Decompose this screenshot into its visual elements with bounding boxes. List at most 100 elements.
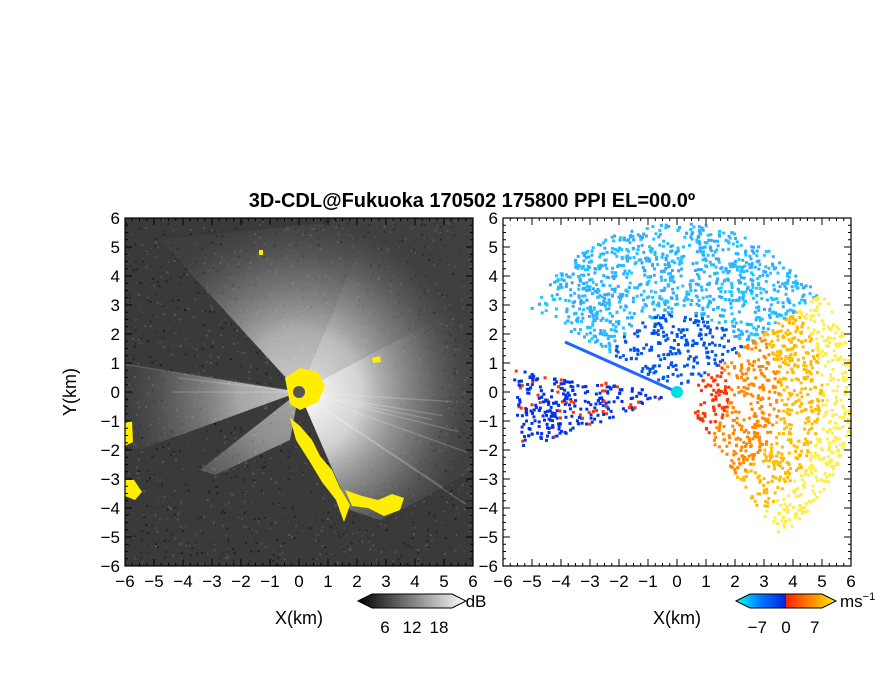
noise-speckle: [134, 329, 137, 332]
noise-speckle: [320, 529, 323, 532]
velocity-cell: [741, 454, 745, 458]
velocity-cell: [765, 487, 769, 491]
velocity-cell: [810, 300, 814, 304]
velocity-cell: [723, 405, 727, 409]
velocity-cell: [602, 274, 606, 278]
noise-speckle: [231, 493, 234, 496]
velocity-cell: [736, 252, 740, 256]
velocity-cell: [598, 391, 602, 395]
velocity-cell: [742, 475, 746, 479]
velocity-cell: [603, 293, 607, 297]
noise-speckle: [407, 561, 410, 564]
velocity-cell: [833, 402, 837, 406]
noise-speckle: [252, 479, 255, 482]
velocity-cell: [775, 420, 779, 424]
velocity-cell: [831, 323, 835, 327]
velocity-cell: [794, 274, 798, 278]
reflectivity-y-tick-label: 5: [111, 238, 120, 257]
noise-speckle: [167, 526, 170, 529]
velocity-cell: [802, 285, 806, 289]
velocity-cell: [845, 434, 849, 438]
velocity-cell: [577, 331, 581, 335]
velocity-cell: [744, 290, 748, 294]
velocity-cell: [779, 393, 783, 397]
velocity-cell: [720, 449, 724, 453]
velocity-cell: [581, 385, 585, 389]
noise-speckle: [162, 446, 165, 449]
velocity-cell: [627, 269, 631, 273]
velocity-cell: [762, 483, 766, 487]
noise-speckle: [177, 259, 180, 262]
noise-speckle: [155, 315, 158, 318]
noise-speckle: [167, 540, 170, 543]
noise-speckle: [244, 478, 247, 481]
noise-speckle: [155, 293, 158, 296]
velocity-cell: [663, 357, 667, 361]
velocity-field: [513, 222, 851, 534]
velocity-cell: [722, 231, 726, 235]
velocity-cell: [595, 291, 599, 295]
velocity-cell: [782, 456, 786, 460]
velocity-cell: [731, 262, 735, 266]
velocity-cell: [679, 274, 683, 278]
noise-speckle: [126, 317, 129, 320]
velocity-cell: [596, 242, 600, 246]
velocity-cell: [776, 451, 780, 455]
velocity-cell: [807, 370, 811, 374]
noise-speckle: [174, 332, 177, 335]
noise-speckle: [471, 500, 473, 503]
noise-speckle: [191, 546, 194, 549]
noise-speckle: [151, 539, 154, 542]
velocity-cell: [746, 435, 750, 439]
velocity-cell: [579, 273, 583, 277]
velocity-cell: [618, 238, 622, 242]
velocity-cell: [717, 321, 721, 325]
velocity-cell: [581, 294, 585, 298]
velocity-cell: [782, 336, 786, 340]
velocity-cell: [716, 244, 720, 248]
noise-speckle: [235, 349, 238, 352]
velocity-cell: [783, 519, 787, 523]
velocity-cell: [741, 258, 745, 262]
noise-speckle: [212, 479, 215, 482]
velocity-cell: [805, 468, 809, 472]
noise-speckle: [227, 469, 230, 472]
velocity-cell: [757, 438, 761, 442]
velocity-cell: [575, 319, 579, 323]
reflectivity-x-tick-labels: −6 −5 −4 −3 −2 −1 0 1 2 3 4 5 6: [115, 572, 477, 591]
velocity-cell: [828, 459, 832, 463]
noise-speckle: [465, 479, 468, 482]
velocity-cell: [806, 473, 810, 477]
velocity-cell: [618, 246, 622, 250]
velocity-cell: [601, 302, 605, 306]
velocity-cell: [670, 278, 674, 282]
velocity-cell: [708, 274, 712, 278]
velocity-cell: [784, 287, 788, 291]
echo-ray: [125, 363, 300, 393]
noise-speckle: [239, 546, 242, 549]
velocity-cell: [742, 440, 746, 444]
velocity-cell: [840, 331, 844, 335]
noise-speckle: [243, 512, 246, 515]
velocity-cell: [691, 231, 695, 235]
velocity-cell: [615, 345, 619, 349]
velocity-cell: [765, 491, 769, 495]
velocity-cell: [637, 391, 641, 395]
velocity-cell: [703, 414, 707, 418]
noise-speckle: [312, 557, 315, 560]
noise-speckle: [187, 307, 190, 310]
velocity-cell: [640, 351, 644, 355]
noise-speckle: [142, 514, 145, 517]
velocity-cell: [563, 397, 567, 401]
velocity-cell: [598, 255, 602, 259]
reflectivity-x-tick-label: 1: [323, 572, 332, 591]
velocity-cell: [745, 287, 749, 291]
velocity-cell: [829, 372, 833, 376]
velocity-cell: [702, 253, 706, 257]
velocity-cell: [789, 438, 793, 442]
velocity-cell: [588, 422, 592, 426]
velocity-cell: [837, 327, 841, 331]
velocity-cell: [734, 351, 738, 355]
velocity-cell: [672, 346, 676, 350]
velocity-cell: [718, 295, 722, 299]
